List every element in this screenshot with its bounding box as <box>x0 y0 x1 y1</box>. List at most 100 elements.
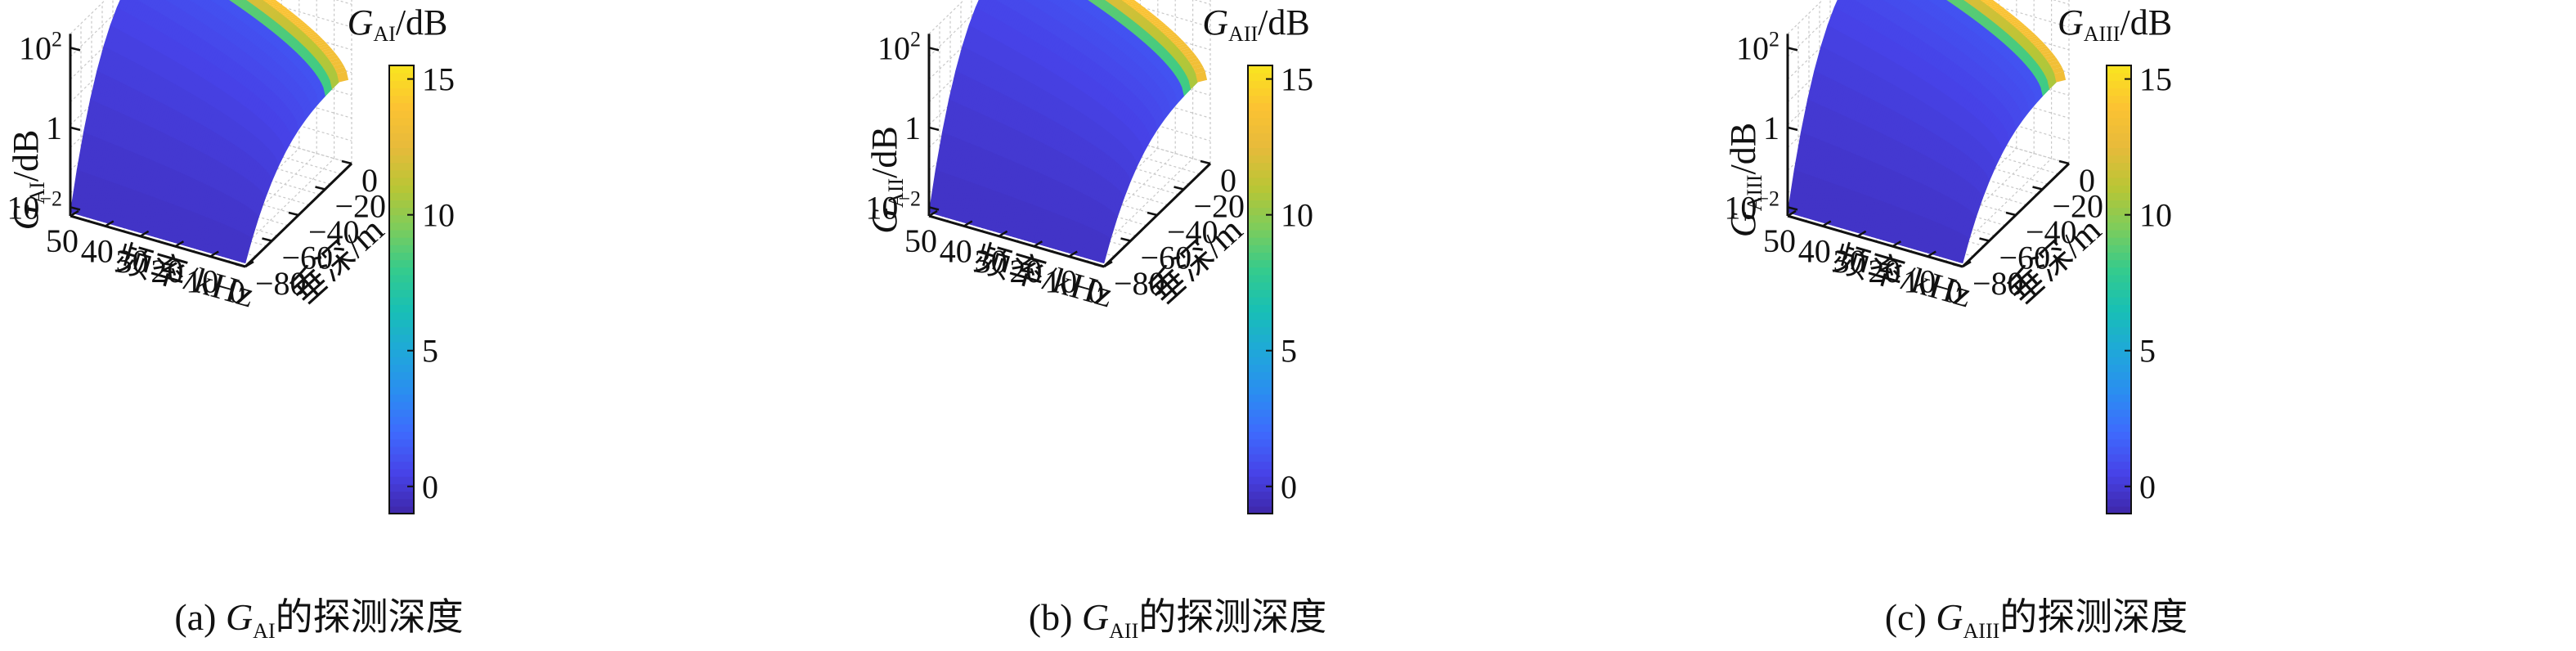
z-tick-c-2 <box>1787 47 1798 52</box>
y-tick-a-3 <box>262 237 272 242</box>
x-tick-label-a-5: 50 <box>46 222 79 259</box>
caption-a-prefix: (a) <box>174 596 217 638</box>
z-tick-label-c-1: 1 <box>1763 110 1779 146</box>
colorbar-b: 0 5 10 15 GAII/dB <box>1202 2 1313 514</box>
colorbar-tick-label-a-3: 15 <box>422 61 455 98</box>
x-tick-label-b-5: 50 <box>904 222 937 259</box>
x-tick-b-0 <box>1103 260 1113 268</box>
colorbar-tick-label-c-0: 0 <box>2139 469 2156 505</box>
caption-b-subscript: AII <box>1109 619 1139 644</box>
z-tick-label-b-1: 1 <box>904 110 921 146</box>
x-tick-b-4 <box>963 220 973 227</box>
colorbar-a: 0 5 10 15 GAI/dB <box>348 2 455 514</box>
caption-b-suffix: 的探测深度 <box>1138 596 1327 638</box>
surface-b <box>928 0 1208 264</box>
x-tick-label-c-2: 20 <box>1868 253 1901 290</box>
y-tick-label-b-2: −40 <box>1167 213 1218 250</box>
y-tick-label-a-0: 0 <box>361 162 378 199</box>
x-tick-label-a-4: 40 <box>81 232 114 269</box>
colorbar-frame-c <box>2106 65 2132 514</box>
y-tick-label-c-2: −40 <box>2026 213 2077 250</box>
y-tick-label-c-0: 0 <box>2079 162 2095 199</box>
colorbar-tick-label-c-3: 15 <box>2139 61 2172 98</box>
x-tick-label-a-3: 30 <box>116 243 149 280</box>
x-tick-label-c-0: 0 <box>1946 273 1963 310</box>
x-tick-label-c-3: 30 <box>1833 243 1866 280</box>
z-tick-label-a-2: 102 <box>19 27 62 66</box>
z-tick-c-1 <box>1787 126 1798 132</box>
x-tick-label-b-0: 0 <box>1088 273 1104 310</box>
x-tick-a-1 <box>209 250 219 258</box>
x-tick-a-5 <box>70 209 79 218</box>
x-tick-b-3 <box>998 230 1008 237</box>
z-axis-label-c: GAIII/dB <box>1723 123 1766 237</box>
z-tick-a-0 <box>70 206 81 211</box>
z-tick-a-1 <box>70 126 81 132</box>
y-tick-label-a-2: −40 <box>308 213 360 250</box>
colorbar-tick-label-a-0: 0 <box>422 469 438 505</box>
y-tick-b-2 <box>1147 211 1158 217</box>
colorbar-label-b: GAII/dB <box>1202 2 1309 46</box>
x-tick-a-0 <box>245 260 254 268</box>
x-tick-label-b-2: 20 <box>1009 253 1042 290</box>
caption-c-suffix: 的探测深度 <box>1999 596 2188 638</box>
z-axis-label-b: GAII/dB <box>864 126 908 233</box>
y-tick-label-c-4: −80 <box>1972 265 2024 302</box>
z-tick-label-a-0: 10−2 <box>7 186 62 226</box>
z-tick-a-2 <box>70 47 81 52</box>
y-tick-label-c-3: −60 <box>1999 240 2051 276</box>
x-tick-c-4 <box>1822 220 1832 227</box>
y-tick-a-2 <box>288 211 299 217</box>
x-tick-label-c-5: 50 <box>1763 222 1796 259</box>
surface-c <box>1787 0 2067 264</box>
y-tick-label-a-4: −80 <box>255 265 307 302</box>
x-axis-line-c <box>1787 214 1963 268</box>
y-tick-c-3 <box>1979 237 1990 242</box>
z-tick-label-b-2: 102 <box>877 27 921 66</box>
caption-b: (b) GAII的探测深度 <box>859 587 1497 644</box>
colorbar-tick-label-b-1: 5 <box>1281 333 1297 370</box>
z-tick-label-b-0: 10−2 <box>865 186 921 226</box>
y-tick-b-0 <box>1200 159 1211 165</box>
z-tick-b-2 <box>928 47 940 52</box>
colorbar-tick-label-a-1: 5 <box>422 333 438 370</box>
x-tick-c-0 <box>1962 260 1972 268</box>
z-axis-label-a: GAI/dB <box>6 130 49 231</box>
x-tick-b-1 <box>1068 250 1078 258</box>
y-tick-label-a-1: −20 <box>335 188 387 225</box>
caption-a-symbol: G <box>225 596 254 638</box>
y-tick-c-2 <box>2005 211 2017 217</box>
z-tick-b-1 <box>928 126 940 132</box>
panel-b: 0 10 20 30 40 50 0 −20 −40 −60 −80 10−2 1 102 频率/kHz 垂深… <box>859 0 1717 651</box>
caption-c: (c) GAIII的探测深度 <box>1717 587 2355 644</box>
x-tick-label-a-1: 10 <box>186 263 218 300</box>
caption-a-subscript: AI <box>253 619 276 644</box>
y-tick-label-b-0: 0 <box>1220 162 1236 199</box>
x-tick-label-b-1: 10 <box>1044 263 1077 300</box>
x-axis-line-b <box>928 214 1105 268</box>
colorbar-frame-b <box>1247 65 1273 514</box>
caption-a: (a) GAI的探测深度 <box>0 587 638 644</box>
colorbar-tick-label-c-2: 10 <box>2139 197 2172 234</box>
colorbar-tick-label-b-2: 10 <box>1281 197 1313 234</box>
x-tick-b-2 <box>1033 240 1043 248</box>
colorbar-frame-a <box>388 65 415 514</box>
z-tick-label-a-1: 1 <box>46 110 62 146</box>
x-tick-label-a-0: 0 <box>229 273 245 310</box>
x-tick-b-5 <box>928 209 938 218</box>
panel-a: 0 10 20 30 40 50 0 −20 −40 −60 −80 10−2 1 102 频率/kHz 垂深… <box>0 0 859 651</box>
x-tick-c-3 <box>1856 230 1867 237</box>
y-tick-label-c-1: −20 <box>2053 188 2104 225</box>
x-tick-a-2 <box>174 240 185 248</box>
y-tick-a-4 <box>235 263 246 268</box>
caption-c-subscript: AIII <box>1963 619 2000 644</box>
z-tick-c-0 <box>1787 206 1798 211</box>
y-tick-a-1 <box>315 186 325 191</box>
x-tick-a-4 <box>105 220 114 227</box>
y-tick-label-b-4: −80 <box>1114 265 1165 302</box>
y-tick-b-3 <box>1120 237 1131 242</box>
caption-c-symbol: G <box>1936 596 1963 638</box>
y-tick-label-a-3: −60 <box>282 240 334 276</box>
